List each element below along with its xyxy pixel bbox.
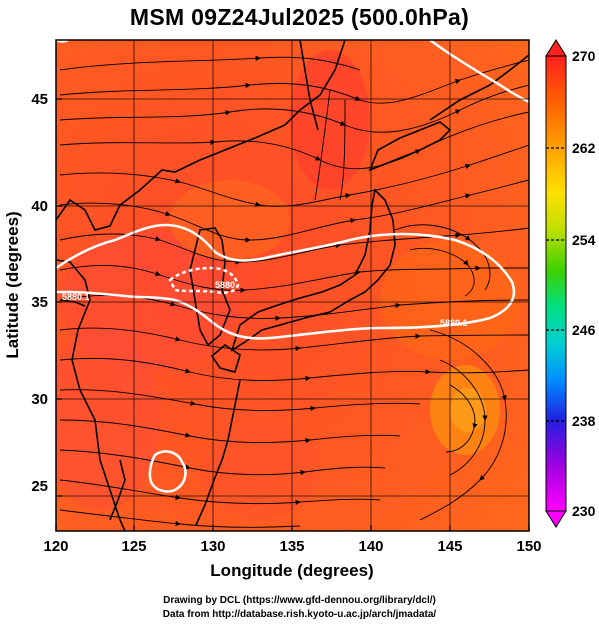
y-tick-label: 30: [31, 391, 48, 408]
colorbar-tick-label: 238: [572, 413, 596, 429]
x-tick-label: 135: [279, 538, 304, 555]
x-axis-title: Longitude (degrees): [210, 561, 373, 580]
y-tick-label: 35: [31, 294, 48, 311]
colorbar: 270 262 254 246 238 230: [545, 39, 596, 528]
y-tick-label: 45: [31, 91, 48, 108]
x-tick-label: 140: [358, 538, 383, 555]
colorbar-tick-label: 270: [572, 48, 596, 64]
grid-lines: [56, 40, 529, 531]
credit-data-source: Data from http://database.rish.kyoto-u.a…: [162, 609, 437, 620]
credit-drawing: Drawing by DCL (https://www.gfd-dennou.o…: [163, 595, 436, 606]
colorbar-tick-label: 246: [572, 322, 596, 338]
x-tick-label: 130: [200, 538, 225, 555]
colorbar-tick-label: 230: [572, 503, 596, 519]
y-tick-label: 25: [31, 478, 48, 495]
colorbar-tick-label: 254: [572, 232, 596, 248]
tick-marks: [55, 98, 530, 531]
x-tick-label: 120: [43, 538, 68, 555]
colorbar-tick-label: 262: [572, 140, 596, 156]
x-tick-label: 125: [121, 538, 146, 555]
y-axis-title: Latitude (degrees): [3, 211, 22, 358]
y-tick-label: 40: [31, 198, 48, 215]
contour-label-west: 5880.1: [62, 292, 90, 302]
contour-label-east: 5880.1: [440, 318, 468, 328]
chart-title: MSM 09Z24Jul2025 (500.0hPa): [129, 4, 470, 30]
contour-label-central: 5880: [215, 280, 235, 290]
x-tick-label: 150: [516, 538, 541, 555]
temperature-field: 5880.1 5880 5880.1: [56, 40, 529, 531]
x-tick-label: 145: [437, 538, 462, 555]
